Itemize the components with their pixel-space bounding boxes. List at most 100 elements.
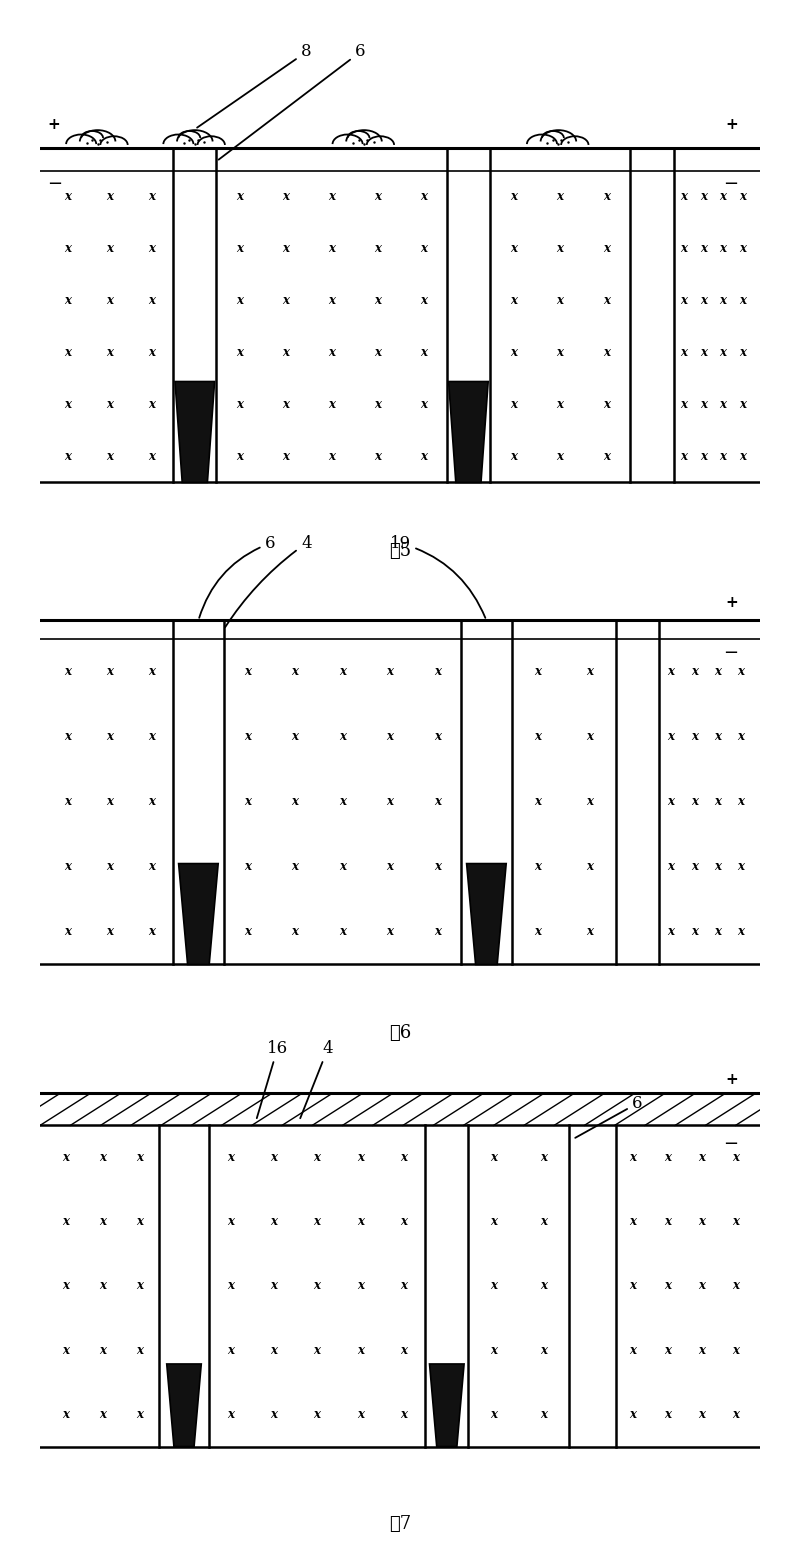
Text: x: x [137, 1280, 144, 1292]
Text: x: x [106, 925, 114, 938]
Text: x: x [65, 243, 72, 255]
Text: x: x [698, 1344, 705, 1356]
Text: x: x [65, 449, 72, 463]
Text: x: x [65, 860, 72, 874]
Text: x: x [690, 666, 698, 678]
Text: x: x [510, 449, 517, 463]
Text: x: x [291, 795, 298, 809]
Text: x: x [106, 860, 114, 874]
Text: x: x [374, 294, 381, 306]
Text: x: x [149, 666, 156, 678]
Text: x: x [698, 1151, 705, 1165]
Text: x: x [630, 1151, 637, 1165]
Text: x: x [149, 190, 156, 204]
Text: x: x [603, 345, 610, 359]
Text: x: x [386, 666, 394, 678]
Text: x: x [227, 1151, 234, 1165]
Text: x: x [700, 398, 707, 411]
Text: x: x [667, 666, 674, 678]
Text: x: x [244, 795, 251, 809]
Text: x: x [62, 1280, 70, 1292]
Text: x: x [420, 398, 427, 411]
Text: x: x [374, 449, 381, 463]
Text: x: x [698, 1280, 705, 1292]
Text: x: x [680, 398, 687, 411]
Text: x: x [282, 345, 289, 359]
Text: x: x [106, 398, 114, 411]
Text: x: x [339, 925, 346, 938]
Text: x: x [534, 729, 542, 743]
Text: x: x [739, 449, 746, 463]
Text: x: x [732, 1280, 739, 1292]
Text: 6: 6 [199, 535, 276, 617]
Text: −: − [723, 644, 738, 661]
Text: x: x [236, 345, 243, 359]
Text: 16: 16 [257, 1040, 288, 1118]
Text: x: x [357, 1151, 364, 1165]
Polygon shape [175, 381, 214, 482]
Text: 图7: 图7 [389, 1515, 411, 1533]
Text: x: x [680, 243, 687, 255]
Text: x: x [106, 243, 114, 255]
Polygon shape [166, 1364, 202, 1446]
Text: x: x [714, 729, 722, 743]
Text: x: x [603, 449, 610, 463]
Text: x: x [291, 729, 298, 743]
Text: x: x [732, 1151, 739, 1165]
Text: x: x [62, 1216, 70, 1228]
Text: x: x [357, 1216, 364, 1228]
Text: +: + [726, 594, 738, 610]
Text: x: x [690, 925, 698, 938]
Text: x: x [667, 729, 674, 743]
Text: x: x [137, 1151, 144, 1165]
Text: x: x [328, 243, 335, 255]
Text: x: x [400, 1344, 407, 1356]
Text: x: x [739, 398, 746, 411]
Text: x: x [434, 729, 441, 743]
Text: x: x [65, 729, 72, 743]
Text: x: x [65, 795, 72, 809]
Text: x: x [314, 1216, 321, 1228]
Bar [173, 620, 224, 964]
Text: x: x [557, 345, 564, 359]
Text: x: x [700, 243, 707, 255]
Text: −: − [47, 176, 62, 193]
Text: x: x [62, 1344, 70, 1356]
Text: x: x [534, 925, 542, 938]
Text: x: x [328, 190, 335, 204]
Text: x: x [510, 190, 517, 204]
Text: x: x [738, 925, 745, 938]
Text: x: x [738, 666, 745, 678]
Text: x: x [270, 1344, 278, 1356]
Text: x: x [664, 1280, 671, 1292]
Text: x: x [541, 1216, 547, 1228]
Text: x: x [149, 294, 156, 306]
Text: x: x [667, 795, 674, 809]
Text: x: x [374, 190, 381, 204]
Text: x: x [400, 1280, 407, 1292]
Text: x: x [664, 1407, 671, 1421]
Text: x: x [420, 294, 427, 306]
Text: x: x [698, 1407, 705, 1421]
Text: x: x [720, 294, 726, 306]
Text: x: x [630, 1407, 637, 1421]
Text: x: x [244, 925, 251, 938]
Text: x: x [490, 1407, 497, 1421]
Text: x: x [282, 243, 289, 255]
Text: x: x [700, 190, 707, 204]
Text: x: x [690, 860, 698, 874]
Text: x: x [534, 795, 542, 809]
Text: x: x [510, 398, 517, 411]
Text: 6: 6 [218, 44, 366, 160]
Text: x: x [739, 190, 746, 204]
Text: x: x [720, 345, 726, 359]
Text: x: x [541, 1344, 547, 1356]
Text: x: x [65, 190, 72, 204]
Text: x: x [714, 795, 722, 809]
Text: x: x [270, 1151, 278, 1165]
Bar [173, 148, 216, 482]
Text: x: x [270, 1216, 278, 1228]
Text: x: x [603, 294, 610, 306]
Text: x: x [680, 449, 687, 463]
Text: x: x [680, 345, 687, 359]
